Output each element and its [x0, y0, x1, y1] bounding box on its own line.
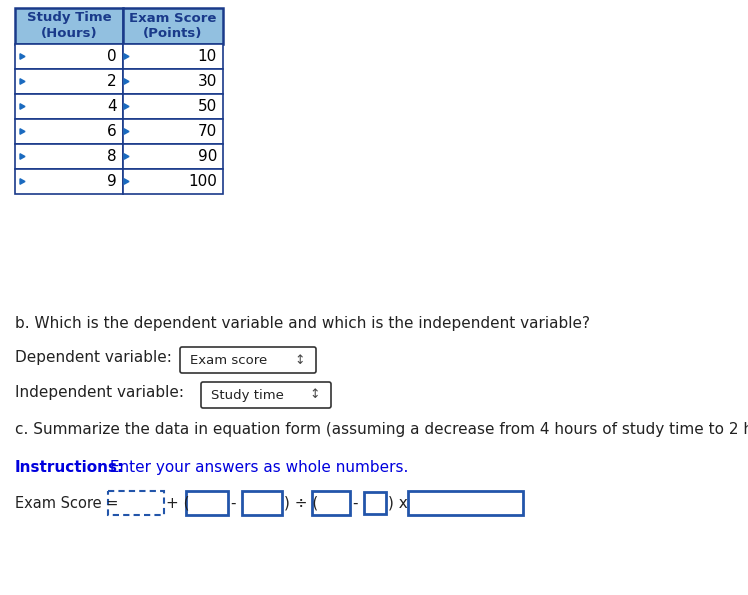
Polygon shape	[20, 129, 25, 134]
Text: Exam score: Exam score	[190, 353, 267, 367]
Text: 100: 100	[188, 174, 217, 189]
Text: -: -	[352, 496, 358, 511]
Text: ↕: ↕	[310, 389, 320, 402]
FancyBboxPatch shape	[201, 382, 331, 408]
Text: Study time: Study time	[211, 389, 284, 402]
Bar	[108, 491, 164, 515]
Bar	[123, 69, 223, 94]
Text: 30: 30	[197, 74, 217, 89]
Bar	[15, 144, 123, 169]
Polygon shape	[20, 104, 25, 109]
Polygon shape	[20, 79, 25, 84]
Text: Instructions:: Instructions:	[15, 460, 124, 475]
Bar	[123, 119, 223, 144]
Text: 2: 2	[108, 74, 117, 89]
Bar	[312, 491, 350, 515]
FancyBboxPatch shape	[180, 347, 316, 373]
Polygon shape	[124, 154, 129, 159]
Bar	[15, 69, 123, 94]
Polygon shape	[124, 104, 129, 109]
Bar	[15, 44, 123, 69]
Bar	[408, 491, 523, 515]
Text: 10: 10	[197, 49, 217, 64]
Text: ) x: ) x	[388, 496, 408, 511]
Text: Exam Score
(Points): Exam Score (Points)	[129, 11, 217, 40]
Bar	[186, 491, 228, 515]
Polygon shape	[20, 154, 25, 159]
Text: Dependent variable:: Dependent variable:	[15, 350, 172, 365]
Bar	[123, 44, 223, 69]
Text: 8: 8	[108, 149, 117, 164]
Polygon shape	[124, 54, 129, 60]
Text: 50: 50	[197, 99, 217, 114]
Bar	[15, 94, 123, 119]
Text: 70: 70	[197, 124, 217, 139]
Bar	[123, 169, 223, 194]
Text: Exam Score =: Exam Score =	[15, 496, 118, 511]
Bar	[15, 169, 123, 194]
Text: Study Time
(Hours): Study Time (Hours)	[27, 11, 111, 40]
Bar	[242, 491, 282, 515]
Polygon shape	[124, 79, 129, 84]
Polygon shape	[20, 54, 25, 60]
Text: -: -	[230, 496, 236, 511]
Text: + (: + (	[166, 496, 189, 511]
Bar	[123, 94, 223, 119]
Bar	[123, 8, 223, 44]
Bar	[15, 8, 123, 44]
Text: c. Summarize the data in equation form (assuming a decrease from 4 hours of stud: c. Summarize the data in equation form (…	[15, 422, 748, 437]
Bar	[15, 119, 123, 144]
Polygon shape	[124, 178, 129, 184]
Text: 0: 0	[108, 49, 117, 64]
Text: 90: 90	[197, 149, 217, 164]
Text: 9: 9	[107, 174, 117, 189]
Text: Enter your answers as whole numbers.: Enter your answers as whole numbers.	[105, 460, 408, 475]
Polygon shape	[124, 129, 129, 134]
Polygon shape	[20, 178, 25, 184]
Bar	[364, 492, 386, 514]
Text: 4: 4	[108, 99, 117, 114]
Text: ) ÷ (: ) ÷ (	[284, 496, 318, 511]
Text: b. Which is the dependent variable and which is the independent variable?: b. Which is the dependent variable and w…	[15, 316, 590, 331]
Bar	[123, 144, 223, 169]
Text: ↕: ↕	[295, 353, 305, 367]
Text: Independent variable:: Independent variable:	[15, 385, 184, 400]
Text: 6: 6	[107, 124, 117, 139]
